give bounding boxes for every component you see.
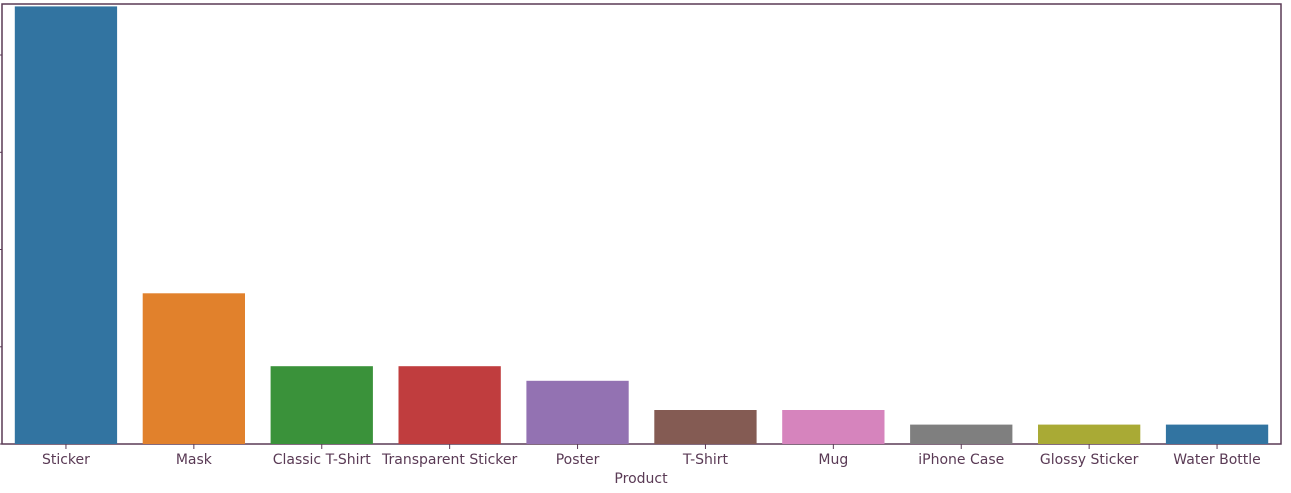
x-tick-label: Mask [176,452,213,468]
bar-poster [526,380,629,444]
bar-iphone-case [910,424,1013,444]
bars-group [14,6,1269,445]
bar-sticker [14,6,118,445]
x-tick-label: T-Shirt [682,452,729,468]
bar-transparent-sticker [398,366,501,444]
bar-classic-t-shirt [270,366,373,444]
x-tick-label: Mug [818,452,848,468]
x-tick-label: Sticker [42,452,90,468]
x-axis-title: Product [614,471,668,487]
x-tick-label: Classic T-Shirt [273,452,372,468]
x-tick-label: Glossy Sticker [1040,452,1139,468]
x-ticks-group: Sticker Mask Classic T-Shirt Transparent St… [42,444,1261,468]
bar-t-shirt [654,410,757,444]
bar-glossy-sticker [1038,424,1141,444]
bar-mug [782,410,885,444]
y-ticks-group [0,54,2,445]
x-tick-label: Water Bottle [1173,452,1261,468]
x-tick-label: Transparent Sticker [381,452,518,468]
bar-mask [142,293,245,444]
bar-water-bottle [1165,424,1269,444]
x-tick-label: iPhone Case [918,452,1004,468]
x-tick-label: Poster [556,452,600,468]
